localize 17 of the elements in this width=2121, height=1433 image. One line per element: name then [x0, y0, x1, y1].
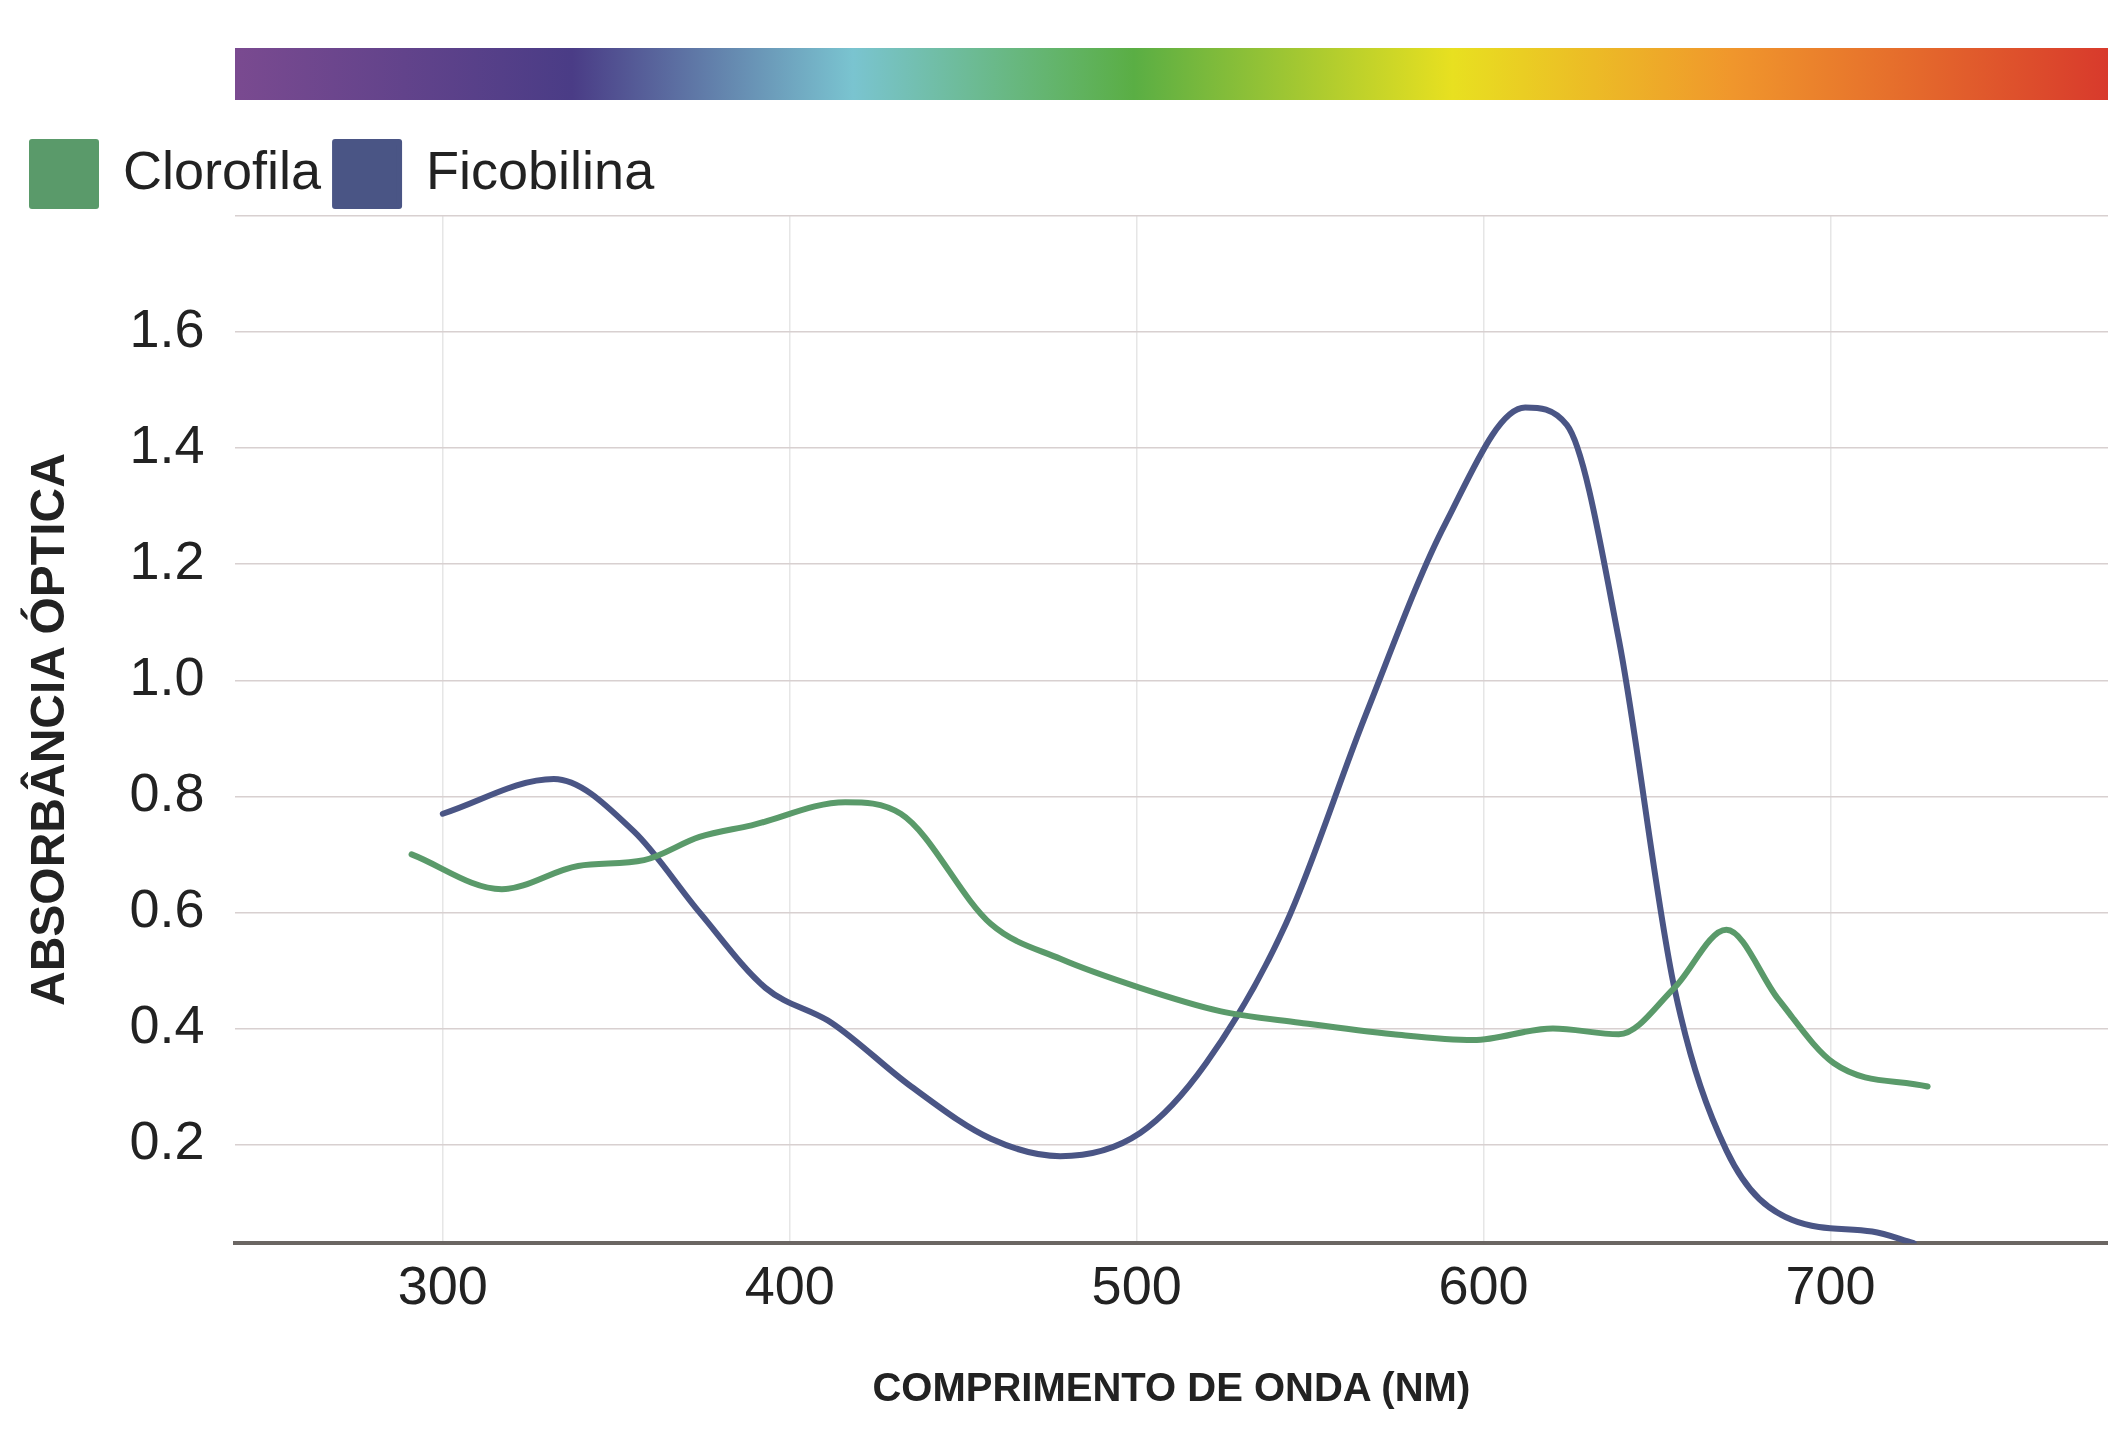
x-tick-label: 700 — [1785, 1255, 1876, 1316]
y-tick-label: 1.0 — [129, 646, 205, 707]
y-tick-label: 0.4 — [129, 994, 205, 1055]
y-tick-label: 1.2 — [129, 530, 205, 591]
x-tick-label: 500 — [1091, 1255, 1182, 1316]
legend-label: Ficobilina — [426, 139, 656, 200]
y-tick-label: 1.4 — [129, 414, 205, 475]
legend-label: Clorofila — [123, 139, 323, 200]
y-tick-label: 0.2 — [129, 1110, 205, 1171]
x-tick-label: 300 — [397, 1255, 488, 1316]
y-tick-label: 1.6 — [129, 297, 205, 358]
y-axis-title: ABSORBÂNCIA ÓPTICA — [20, 453, 75, 1007]
x-axis-title: COMPRIMENTO DE ONDA (NM) — [872, 1365, 1471, 1410]
x-tick-label: 400 — [744, 1255, 835, 1316]
y-tick-label: 0.6 — [129, 878, 205, 939]
x-tick-label: 600 — [1438, 1255, 1529, 1316]
y-tick-label: 0.8 — [129, 762, 205, 823]
